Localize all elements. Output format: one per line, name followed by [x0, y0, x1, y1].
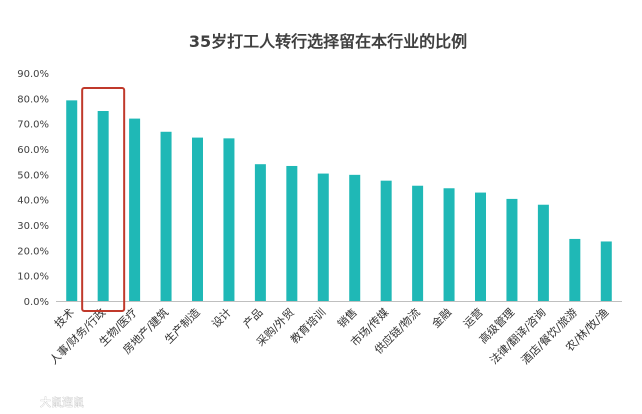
y-tick-label: 60.0% — [17, 145, 49, 156]
y-tick-label: 80.0% — [17, 94, 49, 105]
y-tick-label: 20.0% — [17, 246, 49, 257]
y-tick-label: 50.0% — [17, 170, 49, 181]
bar — [443, 188, 455, 301]
bar — [506, 198, 518, 301]
bar — [97, 111, 109, 301]
bar — [349, 174, 361, 301]
bar — [600, 241, 612, 301]
x-tick-label: 运营 — [460, 305, 485, 330]
y-axis-ticks: 0.0% 10.0% 20.0% 30.0% 40.0% 50.0% 60.0% 70.0% 8… — [17, 69, 49, 308]
bar — [160, 131, 172, 301]
bar — [129, 118, 141, 301]
chart-title: 35岁打工人转行选择留在本行业的比例 — [189, 32, 467, 51]
x-tick-label: 生产制造 — [162, 305, 203, 346]
y-tick-label: 90.0% — [17, 69, 49, 80]
bar — [537, 204, 549, 301]
bar — [380, 180, 392, 301]
x-tick-label: 教育培训 — [287, 305, 328, 346]
x-tick-label: 设计 — [209, 306, 234, 331]
bar — [475, 192, 486, 301]
y-tick-label: 70.0% — [17, 120, 49, 131]
bar — [286, 165, 298, 301]
bar — [254, 164, 266, 301]
x-tick-label: 金融 — [429, 305, 454, 330]
bar — [66, 100, 78, 301]
highlight-box — [81, 87, 126, 312]
x-tick-label: 产品 — [240, 305, 265, 330]
bar — [223, 138, 235, 301]
x-tick-label: 销售 — [334, 305, 359, 330]
bar — [192, 137, 203, 301]
watermark-text: 大鼠遛鼠 — [40, 395, 84, 409]
y-tick-label: 30.0% — [17, 221, 49, 232]
y-tick-label: 0.0% — [24, 297, 49, 308]
bars-group — [66, 100, 612, 301]
bar — [569, 238, 581, 301]
y-tick-label: 40.0% — [17, 196, 49, 207]
y-tick-label: 10.0% — [17, 272, 49, 283]
bar — [412, 185, 424, 301]
x-tick-label: 技术 — [52, 306, 77, 331]
bar — [317, 173, 329, 301]
